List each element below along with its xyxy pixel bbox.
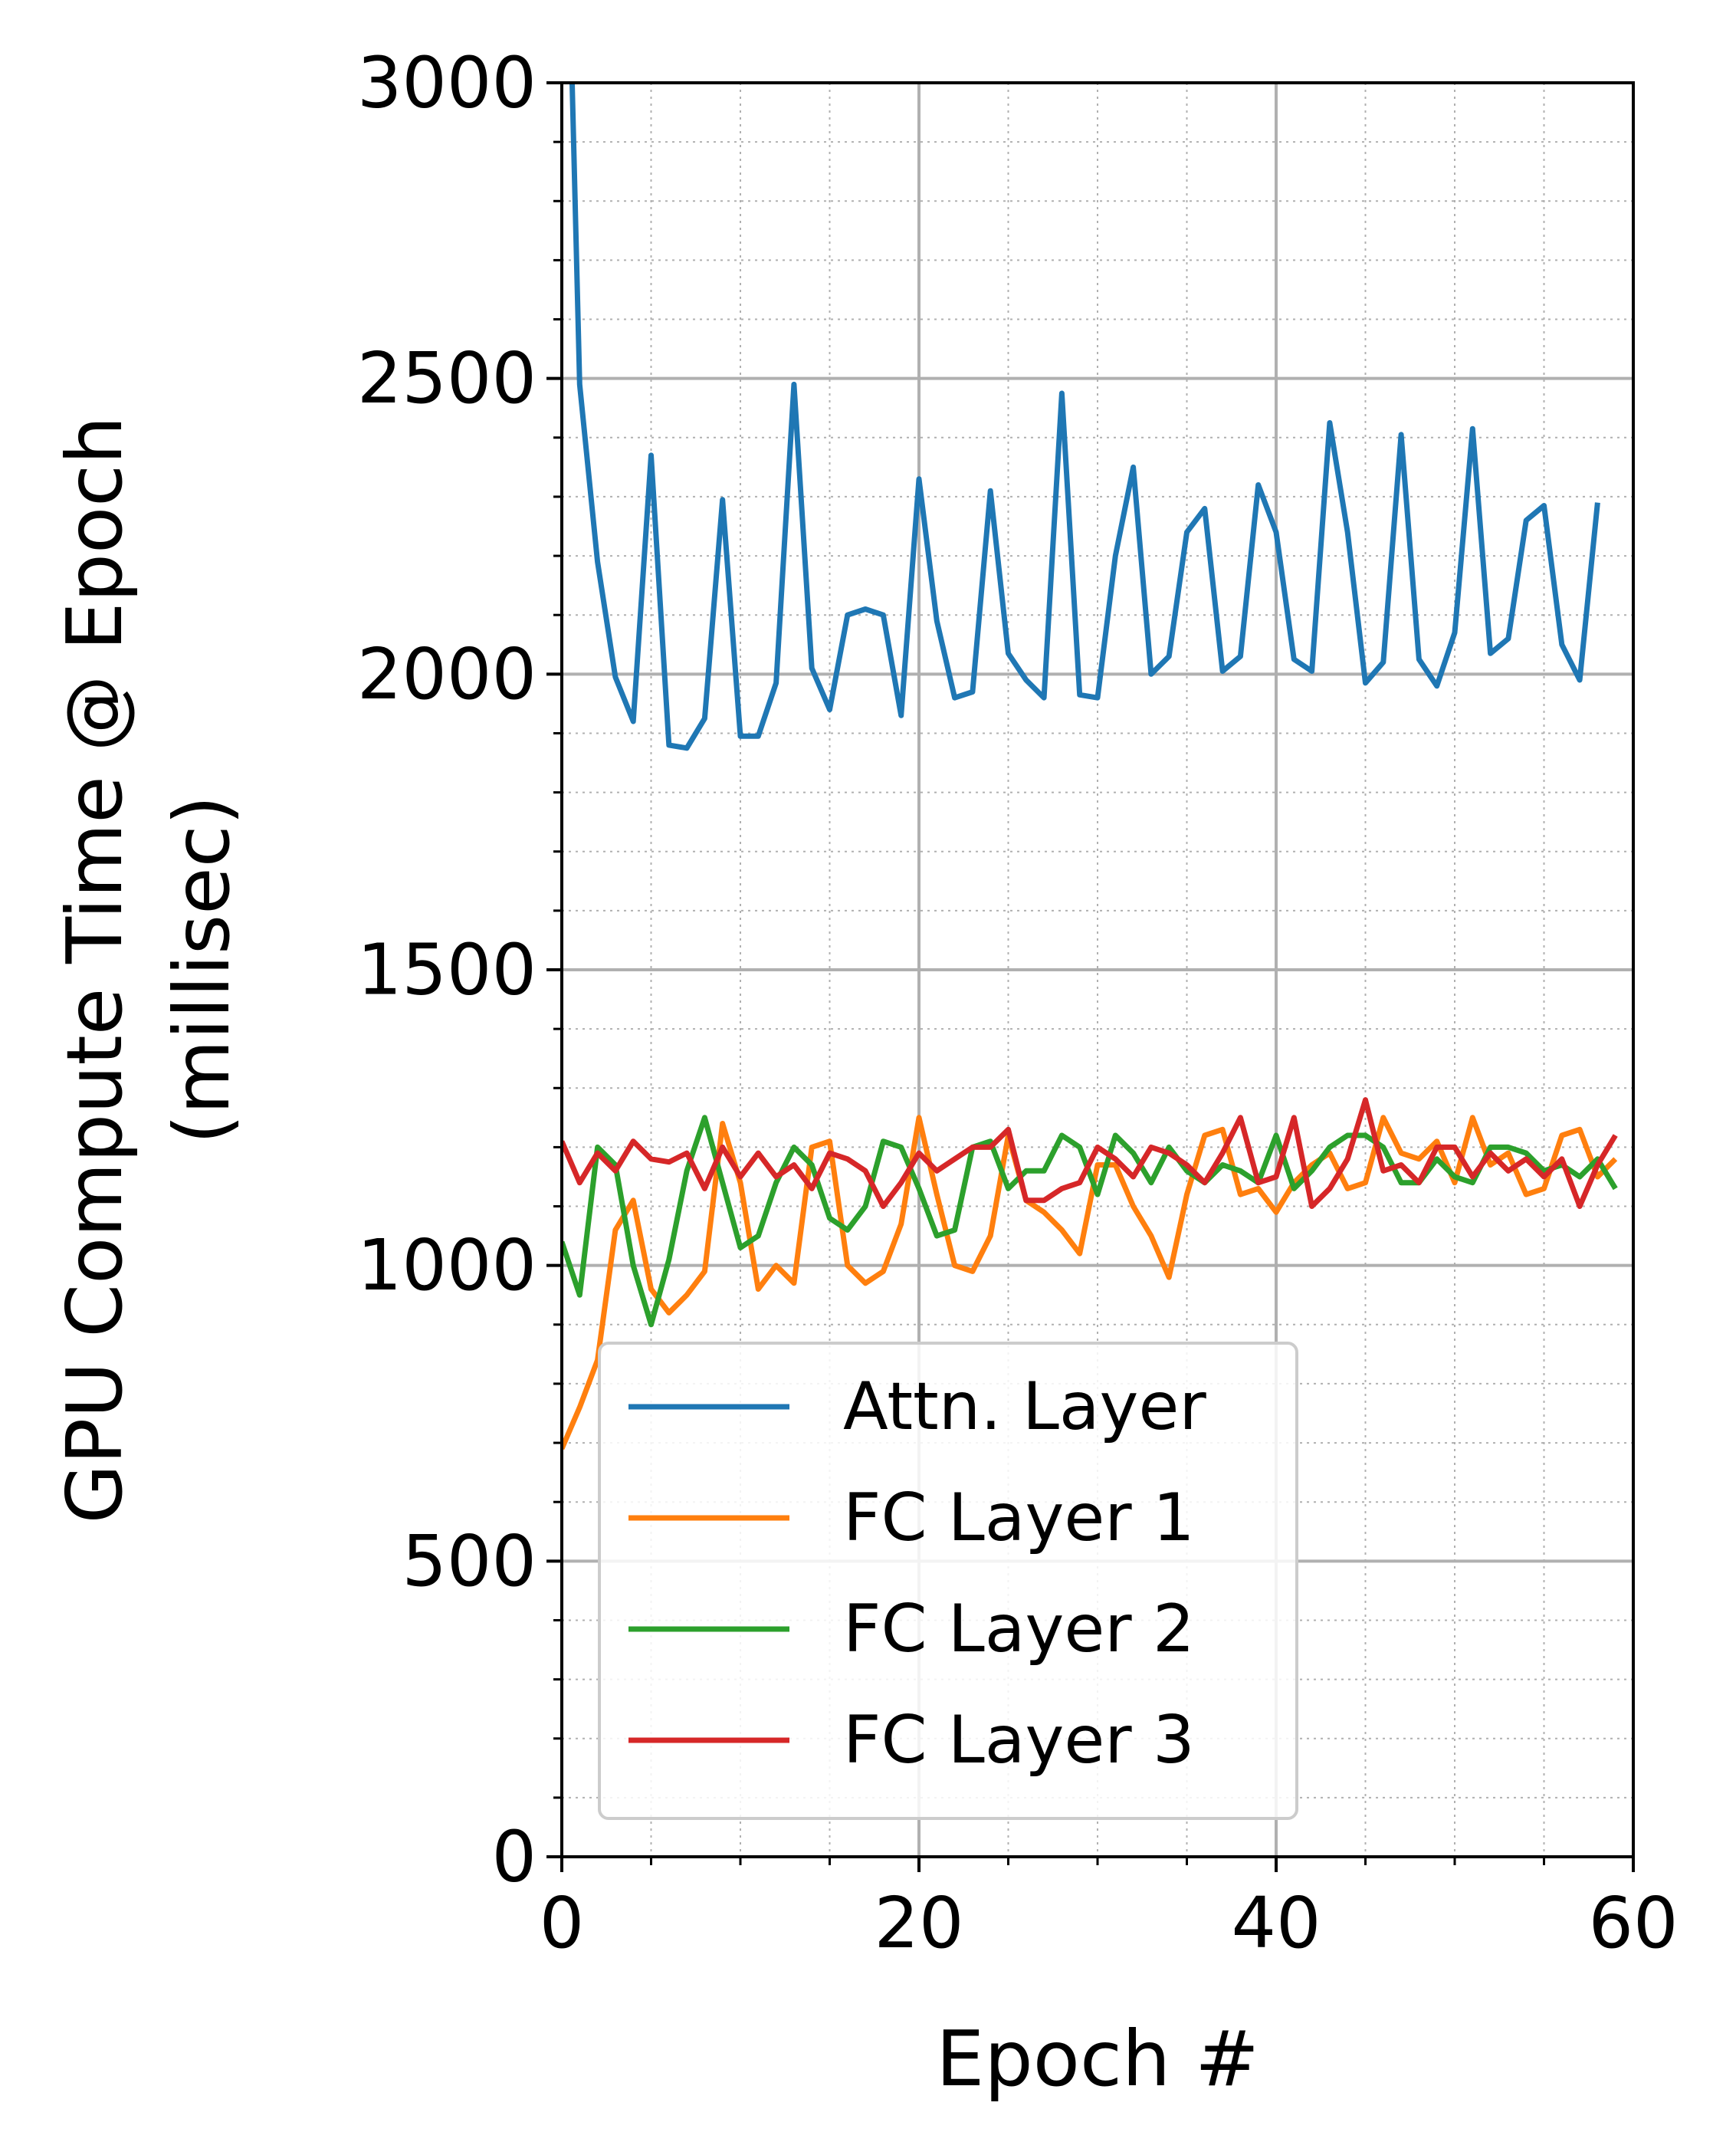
legend-box — [598, 1342, 1298, 1820]
legend-label-1: Attn. Layer — [843, 1368, 1206, 1445]
y-axis-label-line-1: GPU Compute Time @ Epoch — [50, 416, 139, 1523]
x-tick-label: 0 — [540, 1882, 585, 1964]
plot-lines — [562, 83, 1618, 1450]
x-tick-label: 60 — [1588, 1882, 1678, 1964]
legend-label-2: FC Layer 1 — [843, 1480, 1195, 1556]
legend: Attn. Layer FC Layer 1 FC Layer 2 FC Layer … — [598, 1342, 1298, 1820]
axis-ticks — [546, 81, 1635, 1872]
y-tick-label: 2000 — [357, 633, 537, 715]
x-tick-label: 40 — [1231, 1882, 1321, 1964]
legend-label-3: FC Layer 2 — [843, 1591, 1195, 1667]
y-tick-label: 500 — [402, 1520, 537, 1602]
y-tick-label: 0 — [491, 1816, 537, 1898]
x-tick-label: 20 — [874, 1882, 963, 1964]
series-line-4 — [562, 1097, 1618, 1209]
tick-labels: 0 20 40 60 0 500 1000 1500 2000 2500 3000 — [357, 42, 1679, 1965]
y-tick-label: 1500 — [357, 929, 537, 1011]
y-tick-label: 3000 — [357, 42, 537, 124]
y-axis-label-line-2: (millisec) — [157, 795, 247, 1144]
x-axis-label: Epoch # — [936, 2014, 1259, 2104]
legend-label-4: FC Layer 3 — [843, 1702, 1195, 1779]
series-line-1 — [569, 83, 1600, 751]
y-tick-label: 1000 — [357, 1224, 537, 1306]
y-tick-label: 2500 — [357, 337, 537, 419]
